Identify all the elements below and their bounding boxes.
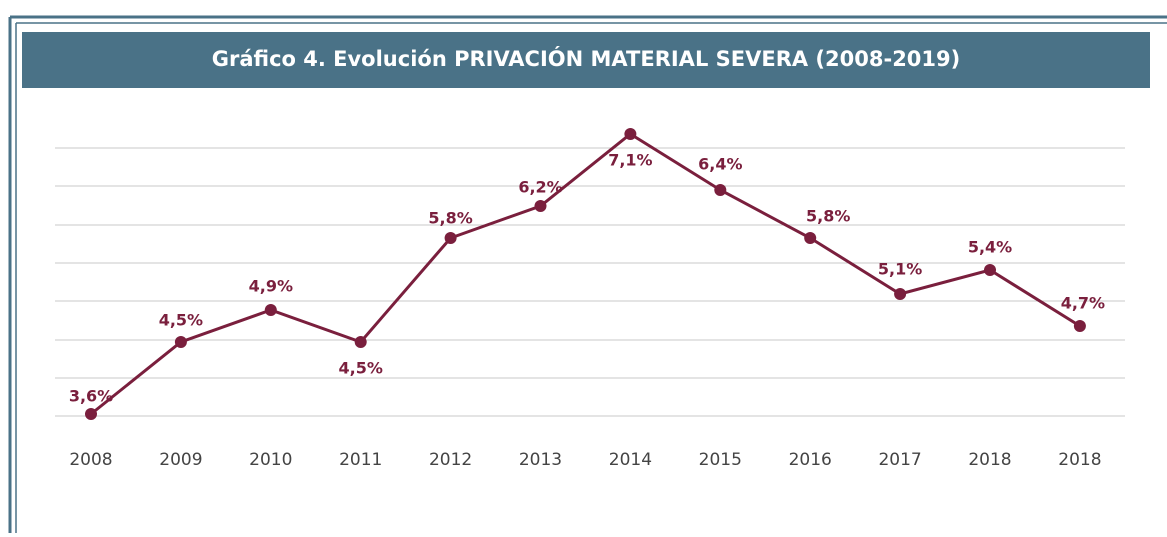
x-tick-label: 2012 xyxy=(429,450,472,470)
x-tick-label: 2010 xyxy=(249,450,292,470)
data-point xyxy=(264,304,277,316)
grid xyxy=(55,147,1125,417)
data-point xyxy=(354,336,367,348)
data-point xyxy=(714,184,727,196)
data-label: 3,6% xyxy=(69,387,113,406)
x-tick-label: 2017 xyxy=(878,450,921,470)
data-label: 4,7% xyxy=(1061,294,1105,313)
x-tick-label: 2014 xyxy=(609,450,652,470)
data-point xyxy=(534,200,547,212)
x-tick-label: 2013 xyxy=(519,450,562,470)
data-label: 4,5% xyxy=(159,311,203,330)
x-tick-label: 2018 xyxy=(1058,450,1101,470)
data-label: 4,9% xyxy=(249,277,293,296)
x-tick-label: 2009 xyxy=(159,450,202,470)
x-tick-label: 2015 xyxy=(699,450,742,470)
data-label: 6,4% xyxy=(698,155,742,174)
header-bar xyxy=(22,32,1150,88)
data-label: 5,8% xyxy=(806,207,850,226)
series-line xyxy=(90,132,1081,416)
x-tick-label: 2008 xyxy=(69,450,112,470)
data-point xyxy=(624,128,637,140)
data-point xyxy=(85,408,97,420)
data-label: 6,2% xyxy=(518,178,562,197)
data-label: 7,1% xyxy=(608,151,652,170)
data-point xyxy=(984,264,996,276)
data-label: 4,5% xyxy=(339,359,383,378)
data-label: 5,1% xyxy=(878,260,922,279)
x-tick-label: 2018 xyxy=(968,450,1011,470)
x-tick-label: 2011 xyxy=(339,450,382,470)
data-point xyxy=(1073,320,1086,332)
data-point xyxy=(804,232,817,244)
data-label: 5,8% xyxy=(428,209,472,228)
chart-title: Gráfico 4. Evolución PRIVACIÓN MATERIAL … xyxy=(212,46,961,71)
x-tick-label: 2016 xyxy=(789,450,832,470)
data-point xyxy=(444,232,457,244)
data-point xyxy=(174,336,187,348)
data-label: 5,4% xyxy=(968,238,1012,257)
data-point xyxy=(894,288,907,300)
